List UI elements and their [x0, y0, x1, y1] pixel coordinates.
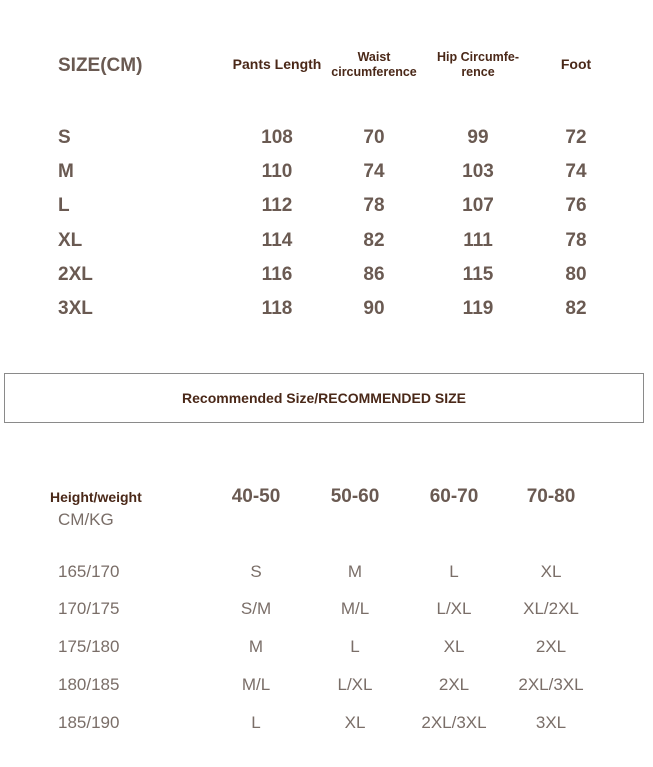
table-cell: 112: [261, 195, 293, 216]
recommended-size-cell: S/M: [240, 599, 272, 618]
height-label: 185/190: [58, 713, 120, 732]
table-cell: 82: [363, 230, 385, 251]
recommended-size-cell: L/XL: [337, 675, 373, 694]
size-label: XL: [58, 230, 83, 251]
recommended-size-cell: M/L: [241, 675, 271, 694]
unit-label: CM/KG: [58, 510, 114, 529]
column-header: circumference: [331, 65, 417, 79]
recommended-size-cell: XL: [540, 562, 562, 581]
table-cell: 108: [261, 127, 293, 148]
recommended-size-cell: XL: [443, 637, 465, 656]
height-label: 165/170: [58, 562, 120, 581]
recommended-size-cell: 2XL: [438, 675, 470, 694]
recommended-size-cell: 2XL/3XL: [518, 675, 584, 694]
column-header: Hip Circumfe-: [437, 50, 519, 64]
table-cell: 78: [565, 230, 587, 251]
recommended-size-banner: Recommended Size/RECOMMENDED SIZE: [4, 373, 644, 423]
size-table-title: SIZE(CM): [58, 55, 143, 76]
column-header: Pants Length: [232, 56, 322, 72]
weight-column-header: 70-80: [526, 486, 576, 507]
column-header: Waist: [357, 50, 391, 64]
table-cell: 74: [363, 161, 385, 182]
size-label: 2XL: [58, 264, 93, 285]
recommended-size-cell: XL: [344, 713, 366, 732]
recommended-size-cell: 2XL/3XL: [421, 713, 487, 732]
recommended-size-cell: 2XL: [535, 637, 567, 656]
column-header: rence: [461, 65, 495, 79]
table-cell: 74: [565, 161, 587, 182]
column-header: Foot: [560, 56, 592, 72]
table-cell: 70: [363, 127, 385, 148]
size-label: L: [58, 195, 70, 216]
table-cell: 76: [565, 195, 587, 216]
table-cell: 86: [363, 264, 385, 285]
recommended-size-cell: 3XL: [535, 713, 567, 732]
table-cell: 114: [261, 230, 293, 251]
table-cell: 115: [462, 264, 494, 285]
recommended-size-cell: XL/2XL: [523, 599, 579, 618]
table-cell: 99: [467, 127, 489, 148]
table-cell: 118: [261, 298, 293, 319]
weight-column-header: 40-50: [231, 486, 281, 507]
table-cell: 103: [462, 161, 494, 182]
recommended-size-cell: M: [248, 637, 264, 656]
height-label: 175/180: [58, 637, 120, 656]
weight-column-header: 60-70: [429, 486, 479, 507]
height-label: 170/175: [58, 599, 120, 618]
table-cell: 110: [261, 161, 293, 182]
table-cell: 90: [363, 298, 385, 319]
height-weight-label: Height/weight: [50, 489, 142, 505]
recommended-size-cell: L/XL: [436, 599, 472, 618]
recommended-size-cell: L: [449, 562, 459, 581]
weight-column-header: 50-60: [330, 486, 380, 507]
recommended-size-cell: M: [347, 562, 363, 581]
recommended-size-cell: L: [251, 713, 261, 732]
table-cell: 78: [363, 195, 385, 216]
size-label: 3XL: [58, 298, 93, 319]
size-label: M: [58, 161, 74, 182]
table-cell: 80: [565, 264, 587, 285]
table-cell: 116: [261, 264, 293, 285]
recommended-size-label: Recommended Size/RECOMMENDED SIZE: [182, 390, 466, 406]
recommended-size-cell: L: [350, 637, 360, 656]
height-label: 180/185: [58, 675, 120, 694]
size-label: S: [58, 127, 71, 148]
recommended-size-cell: M/L: [340, 599, 370, 618]
table-cell: 82: [565, 298, 587, 319]
table-cell: 119: [462, 298, 494, 319]
recommended-size-cell: S: [250, 562, 262, 581]
table-cell: 111: [463, 230, 493, 251]
table-cell: 107: [462, 195, 494, 216]
table-cell: 72: [565, 127, 587, 148]
